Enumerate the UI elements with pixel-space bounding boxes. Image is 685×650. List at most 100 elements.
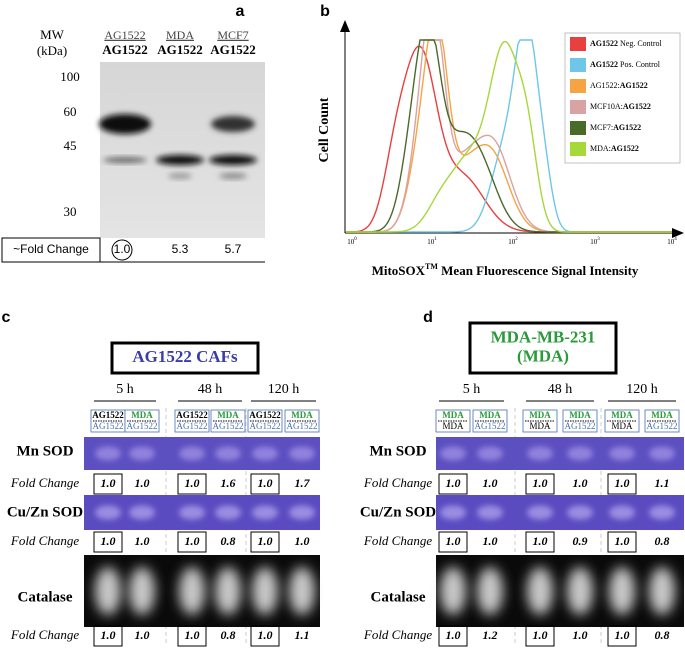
fold-change-value: 1.0 xyxy=(483,534,498,548)
legend-label: AG1522 Neg. Control xyxy=(590,39,663,48)
fold-change-value: 1.0 xyxy=(135,534,150,548)
legend-box xyxy=(564,32,681,164)
blot-band xyxy=(527,567,553,615)
fold-change-value: 1.6 xyxy=(221,476,236,490)
lane-bottom: AG1522 xyxy=(157,42,203,57)
western-blot xyxy=(100,62,265,238)
fold-change-value: 5.3 xyxy=(172,242,189,256)
row-name: Cu/Zn SOD xyxy=(360,504,436,520)
lane-bottom: AG1522 xyxy=(102,42,148,57)
fold-change-value: 0.8 xyxy=(221,534,236,548)
legend-label: MCF7:AG1522 xyxy=(590,123,641,132)
fold-change-label: Fold Change xyxy=(363,627,432,642)
lane-top: MDA xyxy=(442,410,464,420)
title-part: Mean Fluorescence Signal Intensity xyxy=(438,263,639,278)
panel-label: a xyxy=(236,3,245,20)
lane-top: MCF7 xyxy=(217,28,248,42)
lane-bottom: MDA xyxy=(442,421,464,431)
blot-band xyxy=(129,446,155,461)
lane-top: MDA xyxy=(291,410,313,420)
tick-base: 10 xyxy=(427,238,435,246)
lane-bottom: AG1522 xyxy=(210,42,256,57)
blot-band xyxy=(289,567,315,615)
fold-change-value: 1.0 xyxy=(185,534,200,548)
tick-base: 10 xyxy=(347,238,355,246)
tick-exponent: 0 xyxy=(354,237,357,242)
tick-exponent: 2 xyxy=(515,237,518,242)
blot-band xyxy=(527,446,553,461)
lane-bottom: MDA xyxy=(529,421,551,431)
fold-change-value: 1.0 xyxy=(446,476,461,490)
fold-change-value: 1.0 xyxy=(185,628,200,642)
tick-exponent: 3 xyxy=(597,237,600,242)
legend-swatch xyxy=(570,142,586,156)
legend-label-part: AG1522 xyxy=(590,39,618,48)
fold-change-value: 1.0 xyxy=(185,476,200,490)
y-axis-arrow xyxy=(340,20,350,32)
row-name: Catalase xyxy=(371,589,426,605)
fold-change-label: Fold Change xyxy=(10,533,79,548)
fold-change-label: Fold Change xyxy=(10,627,79,642)
legend-swatch xyxy=(570,58,586,72)
legend-label-part: MCF7: xyxy=(590,123,613,132)
blot-band xyxy=(252,567,278,615)
blot-band xyxy=(649,505,675,520)
lane-bottom: AG1522 xyxy=(287,421,318,431)
blot-strip xyxy=(436,437,684,470)
mw-title: MW xyxy=(40,27,65,42)
fold-change-value: 0.8 xyxy=(221,628,236,642)
legend-swatch xyxy=(570,100,586,114)
blot-band xyxy=(289,446,315,461)
value-box xyxy=(93,473,123,495)
fold-change-label: Fold Change xyxy=(363,533,432,548)
tick-exponent: 1 xyxy=(434,237,437,242)
x-tick-label: 100 xyxy=(347,237,357,245)
blot-band xyxy=(129,567,155,615)
blot-band xyxy=(527,505,553,520)
fold-change-value: 1.0 xyxy=(615,476,630,490)
lane-bottom: AG1522 xyxy=(93,421,124,431)
fold-change-value: 1.0 xyxy=(258,476,273,490)
fold-change-box xyxy=(1,237,101,263)
blot-band xyxy=(179,446,205,461)
x-tick-label: 103 xyxy=(590,237,600,245)
lane-bottom: AG1522 xyxy=(647,421,678,431)
fold-change-value: 1.0 xyxy=(258,534,273,548)
lane-top: MDA xyxy=(569,410,591,420)
fold-change-value: 1.0 xyxy=(135,476,150,490)
legend-label-part: AG1522 xyxy=(611,144,639,153)
lane-top: AG1522 xyxy=(176,410,208,420)
blot-band xyxy=(156,155,204,165)
blot-band xyxy=(477,505,503,520)
fold-change-value: 1.0 xyxy=(573,476,588,490)
blot-band xyxy=(609,505,635,520)
value-box xyxy=(525,531,555,553)
lane-top: MDA xyxy=(651,410,673,420)
legend-label: MCF10A:AG1522 xyxy=(590,102,651,111)
panel-label: c xyxy=(2,309,11,326)
fold-change-label: Fold Change xyxy=(10,475,79,490)
value-box xyxy=(438,625,468,647)
blot-band xyxy=(567,567,593,615)
time-label: 5 h xyxy=(463,382,481,397)
title-box xyxy=(110,341,260,375)
lane-top: MDA xyxy=(529,410,551,420)
fold-change-value: 5.7 xyxy=(225,242,242,256)
fold-change-value: 1.0 xyxy=(615,628,630,642)
tick-base: 10 xyxy=(508,238,516,246)
mw-marker: 45 xyxy=(64,138,77,153)
blot-band xyxy=(567,505,593,520)
x-axis-arrow xyxy=(672,228,684,238)
lane-top: MDA xyxy=(166,28,194,42)
fold-change-value: 0.9 xyxy=(573,534,588,548)
legend-label-part: Neg. Control xyxy=(618,39,663,48)
mw-marker: 100 xyxy=(60,69,80,84)
value-box xyxy=(607,531,637,553)
blot-band xyxy=(649,446,675,461)
fold-change-value: 1.0 xyxy=(446,628,461,642)
x-tick-label: 101 xyxy=(427,237,437,245)
fold-change-value: 0.8 xyxy=(655,628,670,642)
panel-title: AG1522 CAFs xyxy=(132,347,238,366)
fold-change-value: 1.0 xyxy=(615,534,630,548)
blot-band xyxy=(477,446,503,461)
